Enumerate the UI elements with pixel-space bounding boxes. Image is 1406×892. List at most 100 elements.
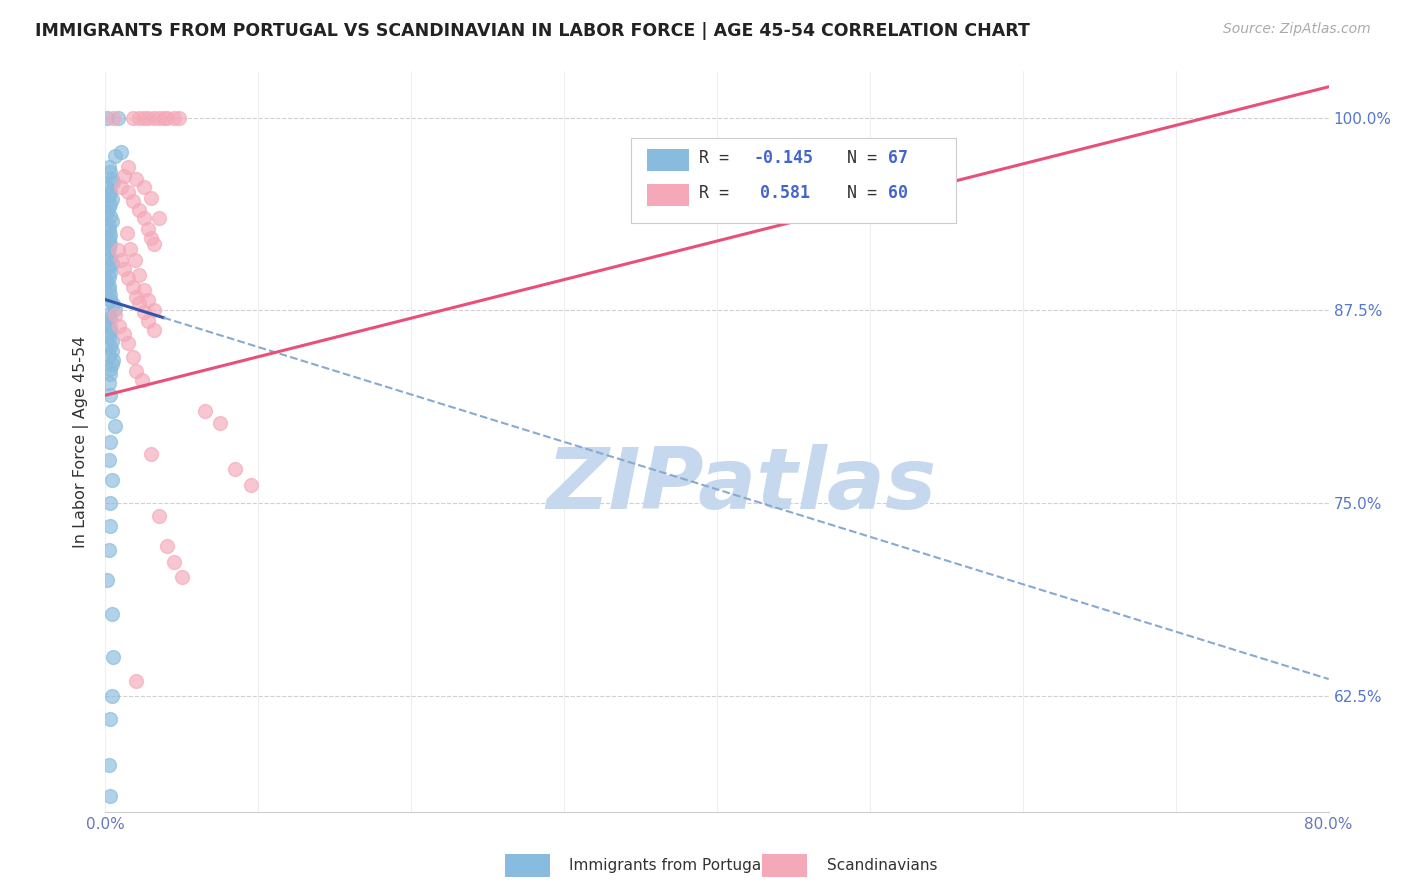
Point — [97, 453, 120, 467]
Text: Immigrants from Portugal: Immigrants from Portugal — [569, 858, 766, 872]
Text: Scandinavians: Scandinavians — [827, 858, 938, 872]
Point — [125, 363, 148, 377]
Point — [108, 318, 131, 333]
Point — [97, 200, 120, 214]
Point — [143, 111, 166, 125]
Point — [125, 673, 148, 688]
Text: N =: N = — [827, 149, 887, 167]
Point — [100, 214, 122, 228]
Point — [96, 316, 118, 330]
Point — [143, 303, 166, 318]
Point — [97, 232, 120, 246]
Point — [97, 758, 120, 772]
Point — [118, 242, 141, 256]
Point — [98, 367, 121, 381]
Point — [132, 284, 155, 298]
Point — [115, 227, 138, 241]
Point — [125, 289, 148, 303]
Point — [101, 111, 124, 125]
Point — [97, 329, 120, 343]
Y-axis label: In Labor Force | Age 45-54: In Labor Force | Age 45-54 — [73, 335, 90, 548]
Point — [98, 434, 121, 449]
Point — [98, 210, 121, 224]
Text: -0.145: -0.145 — [754, 149, 814, 167]
Point — [110, 145, 132, 159]
Point — [97, 306, 120, 320]
Point — [98, 197, 121, 211]
Point — [194, 403, 217, 417]
Point — [117, 185, 139, 199]
Point — [98, 362, 121, 376]
Point — [143, 237, 166, 252]
Point — [122, 280, 145, 294]
Point — [98, 227, 121, 242]
Point — [98, 237, 121, 252]
Point — [98, 288, 121, 302]
Point — [148, 508, 170, 523]
Point — [124, 252, 146, 267]
Point — [110, 252, 132, 267]
Point — [100, 193, 122, 207]
Point — [104, 308, 127, 322]
Point — [136, 293, 159, 307]
Text: R =: R = — [699, 149, 738, 167]
Text: ZIPatlas: ZIPatlas — [547, 444, 936, 527]
Point — [125, 172, 148, 186]
Point — [98, 251, 121, 265]
Point — [101, 176, 124, 190]
Point — [98, 265, 121, 279]
Point — [170, 570, 193, 584]
Point — [104, 149, 127, 163]
Point — [97, 284, 120, 298]
Point — [148, 111, 170, 125]
Point — [101, 650, 124, 665]
Text: IMMIGRANTS FROM PORTUGAL VS SCANDINAVIAN IN LABOR FORCE | AGE 45-54 CORRELATION : IMMIGRANTS FROM PORTUGAL VS SCANDINAVIAN… — [35, 22, 1031, 40]
Point — [239, 477, 262, 491]
Point — [97, 242, 120, 256]
Point — [104, 301, 127, 316]
Text: R =: R = — [699, 184, 749, 202]
Point — [100, 473, 122, 487]
Point — [98, 320, 121, 334]
Point — [122, 194, 145, 208]
Point — [97, 348, 120, 362]
Point — [100, 358, 122, 372]
Point — [96, 204, 118, 219]
Point — [97, 260, 120, 275]
Point — [97, 269, 120, 284]
Point — [96, 111, 118, 125]
Point — [224, 462, 246, 476]
Point — [117, 335, 139, 350]
Point — [132, 211, 155, 225]
Point — [98, 293, 121, 307]
Point — [98, 164, 121, 178]
Point — [128, 111, 150, 125]
Point — [132, 305, 155, 319]
Point — [100, 172, 122, 186]
Point — [209, 416, 232, 430]
Point — [122, 350, 145, 364]
Point — [117, 160, 139, 174]
Point — [97, 219, 120, 233]
Point — [163, 555, 186, 569]
Point — [132, 180, 155, 194]
FancyBboxPatch shape — [631, 138, 956, 223]
Point — [97, 187, 120, 202]
Point — [128, 295, 150, 310]
Point — [141, 231, 163, 245]
Point — [96, 274, 118, 288]
Point — [131, 373, 153, 387]
Point — [97, 376, 120, 390]
Point — [141, 447, 163, 461]
Point — [100, 403, 122, 417]
Point — [101, 352, 124, 367]
Text: 0.581: 0.581 — [759, 184, 810, 202]
Point — [112, 169, 135, 184]
Text: 60: 60 — [889, 184, 908, 202]
Point — [112, 261, 135, 276]
Point — [96, 574, 118, 588]
Point — [98, 339, 121, 353]
Point — [107, 244, 129, 258]
Point — [98, 325, 121, 339]
Point — [136, 221, 159, 235]
